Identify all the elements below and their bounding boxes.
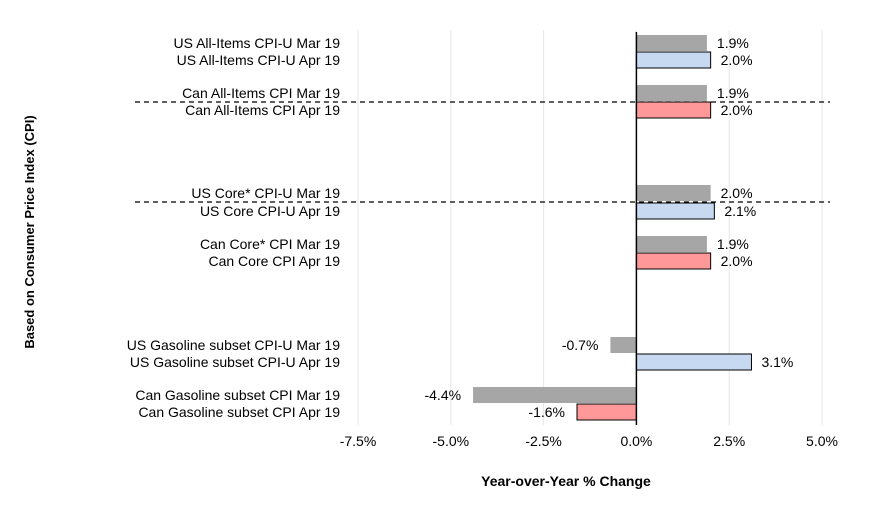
- value-label: 1.9%: [717, 236, 749, 252]
- bars: [473, 35, 752, 421]
- y-axis-title: Based on Consumer Price Index (CPI): [22, 115, 37, 348]
- bar-7: [636, 236, 707, 252]
- bar-8: [635, 252, 712, 270]
- category-label: Can Gasoline subset CPI Apr 19: [138, 404, 340, 420]
- value-label: 1.9%: [717, 35, 749, 51]
- bar-10: [635, 353, 752, 371]
- x-tick-label: -7.5%: [340, 433, 377, 449]
- x-tick-label: -5.0%: [433, 433, 470, 449]
- gridlines: [357, 30, 823, 425]
- x-tick-label: 5.0%: [806, 433, 838, 449]
- group-dividers: [135, 101, 830, 203]
- category-label: US Gasoline subset CPI-U Mar 19: [127, 337, 340, 353]
- bar-9: [610, 337, 637, 353]
- value-label: -1.6%: [528, 404, 565, 420]
- category-label: US Core CPI-U Apr 19: [200, 203, 340, 219]
- category-label: US Gasoline subset CPI-U Apr 19: [130, 354, 340, 370]
- value-label: 2.0%: [721, 52, 753, 68]
- value-label: -4.4%: [424, 387, 461, 403]
- category-label: Can All-Items CPI Apr 19: [185, 102, 340, 118]
- value-label: 2.1%: [724, 203, 756, 219]
- value-label: 2.0%: [721, 102, 753, 118]
- category-label: US All-Items CPI-U Apr 19: [177, 52, 341, 68]
- value-labels: 1.9%2.0%1.9%2.0%2.0%2.1%1.9%2.0%-0.7%3.1…: [424, 35, 793, 420]
- category-label: Can Core* CPI Mar 19: [200, 236, 340, 252]
- bar-5: [636, 185, 711, 201]
- category-label: US Core* CPI-U Mar 19: [191, 185, 340, 201]
- value-label: -0.7%: [562, 337, 599, 353]
- x-tick-labels: -7.5% -5.0% -2.5% 0.0% 2.5% 5.0%: [340, 433, 838, 449]
- value-label: 1.9%: [717, 85, 749, 101]
- category-label: US All-Items CPI-U Mar 19: [174, 35, 341, 51]
- bar-6: [635, 202, 715, 220]
- category-label: Can All-Items CPI Mar 19: [182, 85, 340, 101]
- value-label: 2.0%: [721, 253, 753, 269]
- value-label: 3.1%: [761, 354, 793, 370]
- bar-12: [576, 403, 637, 421]
- category-label: Can Core CPI Apr 19: [208, 253, 340, 269]
- x-axis-title: Year-over-Year % Change: [481, 473, 651, 489]
- bar-11: [473, 387, 637, 403]
- bar-2: [635, 51, 712, 69]
- category-label: Can Gasoline subset CPI Mar 19: [135, 387, 340, 403]
- x-tick-label: 2.5%: [713, 433, 745, 449]
- bar-4: [635, 101, 712, 119]
- value-label: 2.0%: [721, 185, 753, 201]
- bar-1: [636, 35, 707, 51]
- bar-3: [636, 85, 707, 101]
- x-tick-label: 0.0%: [620, 433, 652, 449]
- x-tick-label: -2.5%: [525, 433, 562, 449]
